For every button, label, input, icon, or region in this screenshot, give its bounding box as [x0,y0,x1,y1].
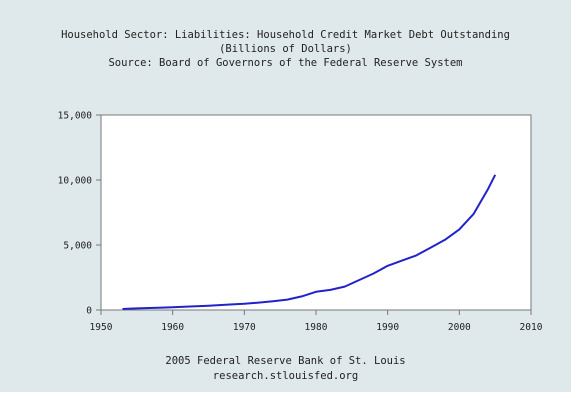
x-tick-label: 1990 [376,322,399,333]
plot-area [100,114,532,311]
y-tick-label: 5,000 [63,241,92,252]
x-tick-label: 1970 [233,322,256,333]
y-tick-label: 15,000 [58,111,93,122]
chart-footer-line-2: research.stlouisfed.org [212,370,359,382]
x-tick-label: 2010 [520,322,543,333]
chart-source: Source: Board of Governors of the Federa… [108,57,463,69]
x-tick-label: 1980 [305,322,328,333]
chart-subtitle: (Billions of Dollars) [219,43,352,55]
y-tick-label: 10,000 [58,176,93,187]
x-tick-label: 2000 [448,322,471,333]
chart-title: Household Sector: Liabilities: Household… [61,29,510,41]
chart-footer-line-1: 2005 Federal Reserve Bank of St. Louis [165,355,406,367]
chart-plot: 0 5,000 10,000 15,000 1950 1960 1970 1980 1990 20… [58,111,543,334]
x-tick-label: 1950 [90,322,113,333]
chart-panel: Household Sector: Liabilities: Household… [0,0,571,392]
y-tick-label: 0 [86,306,92,317]
series-line [122,174,497,310]
x-tick-label: 1960 [161,322,184,333]
